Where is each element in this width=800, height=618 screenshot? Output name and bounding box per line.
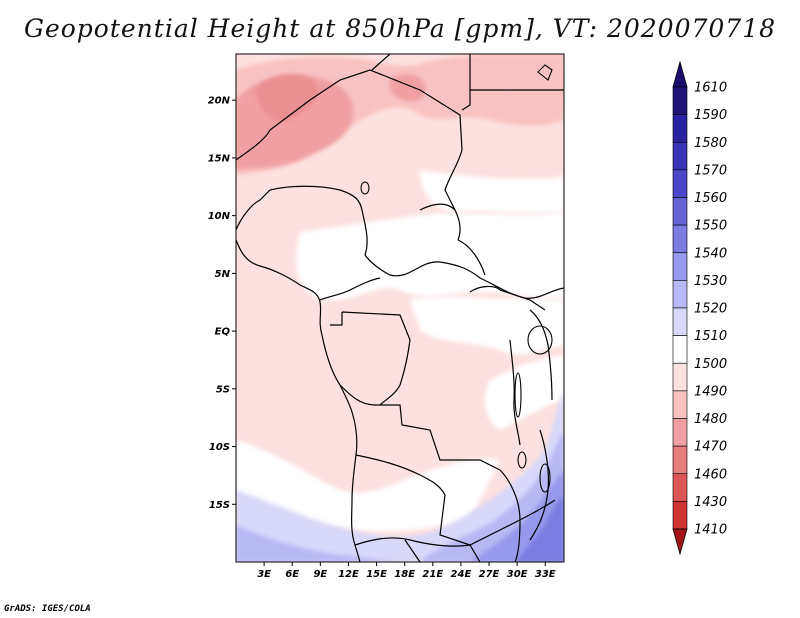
colorbar-label: 1430 [694, 495, 727, 510]
lat-tick-label: EQ [215, 327, 231, 338]
colorbar-label: 1410 [694, 523, 727, 538]
lake-outlines [360, 64, 553, 493]
lon-tick-label: 12E [338, 569, 359, 580]
colorbar-swatch [672, 141, 688, 171]
lon-tick-label: 33E [535, 569, 556, 580]
lat-tick-label: 10S [209, 442, 230, 453]
lat-tick-label: 15N [208, 153, 231, 164]
colorbar-label: 1590 [694, 108, 727, 123]
colorbar-label: 1530 [694, 274, 727, 289]
colorbar-swatch [672, 114, 688, 143]
colorbar-label: 1580 [694, 136, 727, 151]
colorbar-swatch [672, 418, 688, 447]
grads-credit: GrADS: IGES/COLA [4, 604, 91, 614]
colorbar-swatch [672, 252, 688, 281]
colorbar-label: 1470 [694, 440, 727, 455]
colorbar-label: 1550 [694, 219, 727, 234]
lat-tick-label: 20N [208, 96, 231, 107]
colorbar: 1610 1590 1580 1570 1560 1550 1540 1530 1520 1510… [672, 60, 727, 556]
lon-tick-label: 6E [285, 569, 299, 580]
lon-tick-label: 27E [479, 569, 500, 580]
lon-tick-label: 24E [451, 569, 472, 580]
lon-tick-label: 3E [257, 569, 271, 580]
colorbar-label: 1520 [694, 302, 727, 317]
colorbar-label: 1570 [694, 163, 727, 178]
lon-tick-label: 18E [394, 569, 415, 580]
colorbar-swatch [672, 362, 688, 392]
figure-title: Geopotential Height at 850hPa [gpm], VT:… [23, 14, 777, 43]
lat-tick-label: 5S [216, 384, 230, 395]
latitude-axis: 20N 15N 10N 5N EQ 5S 10S 15S [208, 96, 236, 511]
colorbar-swatch [672, 224, 688, 254]
colorbar-swatch [672, 335, 688, 364]
height-field-shading [236, 54, 564, 562]
lon-tick-label: 15E [366, 569, 387, 580]
colorbar-label: 1500 [694, 357, 727, 372]
lat-tick-label: 15S [209, 500, 230, 511]
colorbar-swatch [672, 280, 688, 309]
colorbar-swatch [672, 390, 688, 419]
colorbar-label: 1490 [694, 384, 727, 399]
map-frame [235, 53, 565, 563]
lon-tick-label: 30E [507, 569, 528, 580]
lat-tick-label: 5N [215, 269, 231, 280]
colorbar-label: 1540 [694, 246, 727, 261]
lon-tick-label: 9E [313, 569, 327, 580]
country-borders [236, 54, 564, 562]
colorbar-swatch [672, 197, 688, 226]
colorbar-label: 1560 [694, 191, 727, 206]
colorbar-label: 1610 [694, 81, 727, 96]
lat-tick-label: 10N [208, 211, 231, 222]
colorbar-label: 1480 [694, 412, 727, 427]
colorbar-swatch [672, 86, 688, 115]
colorbar-swatch [672, 501, 688, 530]
colorbar-label: 1510 [694, 329, 727, 344]
lon-tick-label: 21E [422, 569, 443, 580]
colorbar-swatch [672, 473, 688, 502]
colorbar-swatch [672, 445, 688, 475]
colorbar-top-arrow [672, 60, 688, 88]
colorbar-swatch [672, 169, 688, 198]
longitude-axis: 3E 6E 9E 12E 15E 18E 21E 24E 27E 30E 33E [257, 562, 556, 580]
colorbar-bottom-arrow [672, 528, 688, 556]
colorbar-swatch [672, 307, 688, 336]
colorbar-label: 1460 [694, 467, 727, 482]
